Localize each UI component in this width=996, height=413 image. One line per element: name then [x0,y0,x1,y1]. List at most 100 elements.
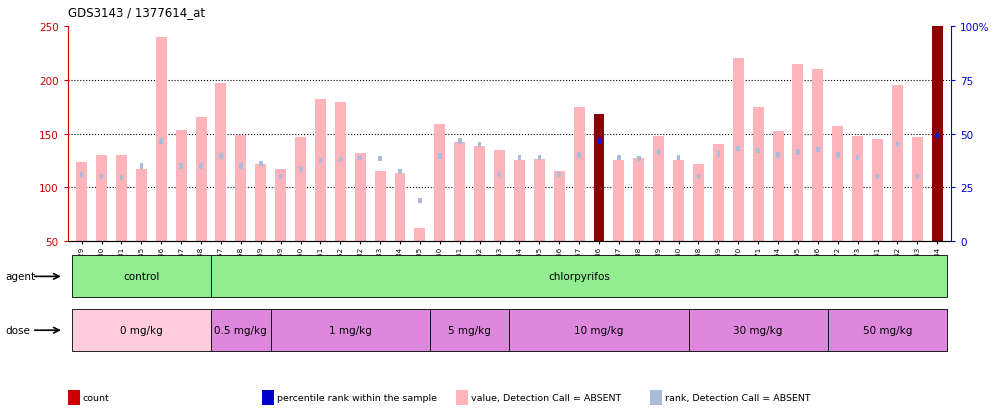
Bar [359,155,362,161]
Bar [195,118,206,242]
Bar [139,164,143,169]
Bar [833,127,844,242]
Bar [578,153,581,158]
Bar [895,142,899,147]
Bar [100,174,104,180]
Text: control: control [124,272,159,282]
Bar [498,172,501,178]
Bar [299,167,303,172]
Bar [733,59,744,242]
Bar [315,100,326,242]
Bar [653,136,664,242]
Text: 50 mg/kg: 50 mg/kg [863,325,912,335]
Bar [474,147,485,242]
Text: dose: dose [5,325,30,335]
Bar [657,150,660,155]
Bar [853,136,864,242]
Text: percentile rank within the sample: percentile rank within the sample [277,393,437,402]
Bar [776,153,780,158]
Bar [418,198,421,204]
Bar [72,256,211,298]
Bar [275,170,286,242]
Bar [458,139,461,145]
Bar [677,155,680,161]
Bar [753,107,764,242]
Bar [756,149,760,154]
Bar [773,132,784,242]
Bar [514,161,525,242]
Bar [713,145,724,242]
Bar [235,135,246,242]
Text: count: count [83,393,110,402]
Text: GDS3143 / 1377614_at: GDS3143 / 1377614_at [68,6,205,19]
Bar [494,150,505,242]
Bar [932,27,943,242]
Bar [179,164,183,169]
Bar [828,309,947,351]
Bar [736,147,740,152]
Bar [793,64,804,242]
Bar [558,172,561,178]
Bar [319,158,323,164]
Bar [796,150,800,155]
Bar [255,164,266,242]
Bar [295,138,306,242]
Bar [434,125,445,242]
Bar [813,70,824,242]
Text: 10 mg/kg: 10 mg/kg [575,325,623,335]
Bar [518,155,521,161]
Bar [80,172,84,178]
Bar [378,156,381,161]
Bar [637,156,640,161]
Bar [374,172,385,242]
Bar [618,155,621,161]
Bar [856,155,860,161]
Bar [72,309,211,351]
Bar [836,153,840,158]
Bar [673,161,684,242]
Text: 1 mg/kg: 1 mg/kg [329,325,372,335]
Bar [76,162,87,242]
Bar [554,172,565,242]
Bar [716,152,720,157]
Bar [96,156,107,242]
Bar [696,174,700,180]
Text: 30 mg/kg: 30 mg/kg [733,325,783,335]
Bar [912,138,923,242]
Bar [633,159,644,242]
Text: 5 mg/kg: 5 mg/kg [448,325,491,335]
Bar [155,38,166,242]
Bar [355,154,366,242]
Bar [394,174,405,242]
Bar [215,84,226,242]
Bar [688,309,828,351]
Bar [116,156,126,242]
Bar [872,140,883,242]
Bar [219,154,223,159]
Bar [339,157,342,163]
Bar [335,103,346,242]
Text: value, Detection Call = ABSENT: value, Detection Call = ABSENT [471,393,622,402]
Bar [438,154,441,159]
Bar [693,164,704,242]
Text: 0 mg/kg: 0 mg/kg [120,325,162,335]
Bar [614,161,624,242]
Bar [892,86,903,242]
Bar [239,164,243,169]
Bar [259,161,263,167]
Bar [915,174,919,180]
Bar [199,164,203,169]
Bar [534,160,545,242]
Text: rank, Detection Call = ABSENT: rank, Detection Call = ABSENT [665,393,811,402]
Bar [414,229,425,242]
Text: chlorpyrifos: chlorpyrifos [548,272,610,282]
Bar [454,143,465,242]
Bar [816,148,820,153]
Bar [135,170,146,242]
Bar [574,107,585,242]
Bar [271,309,430,351]
Bar [279,174,283,180]
Bar [211,256,947,298]
Bar [935,134,939,139]
Bar [430,309,510,351]
